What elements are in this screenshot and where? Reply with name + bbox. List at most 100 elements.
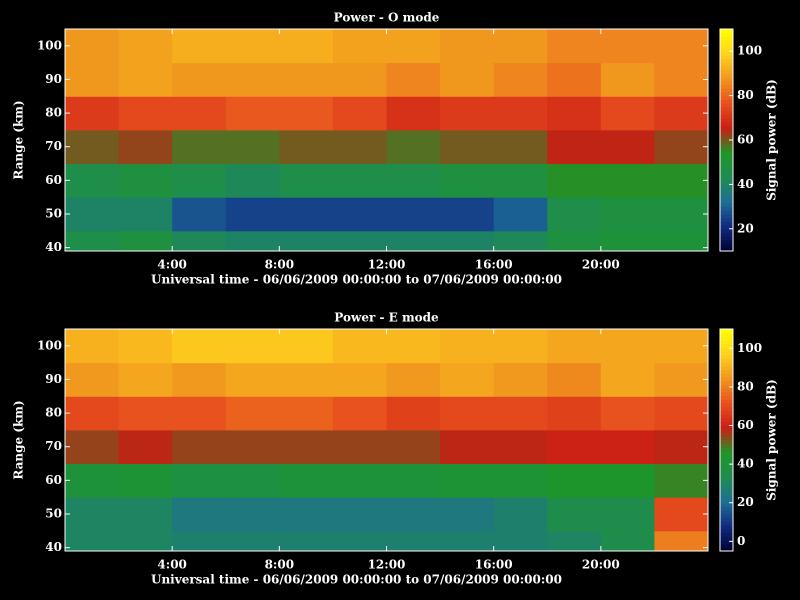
heatmap-cell [547, 329, 602, 364]
colorbar-strip [720, 528, 733, 533]
heatmap-cell [654, 163, 709, 198]
heatmap-cell [386, 29, 441, 64]
colorbar-strip [720, 214, 733, 219]
heatmap-cell [547, 163, 602, 198]
heatmap-cell [386, 463, 441, 498]
heatmap-cell [600, 197, 655, 232]
heatmap-cell [654, 197, 709, 232]
colorbar-strip [720, 54, 733, 60]
colorbar-strip [720, 417, 733, 422]
heatmap-cell [386, 429, 441, 465]
colorbar-strip [720, 128, 733, 134]
heatmap-cell [279, 396, 334, 431]
colorbar-strip [720, 191, 733, 196]
colorbar-strip [720, 136, 733, 141]
heatmap-cell [225, 329, 280, 364]
colorbar-strip [720, 358, 733, 363]
heatmap-cell [172, 497, 227, 532]
colorbar-strip [720, 210, 733, 215]
heatmap-cell [225, 497, 280, 532]
heatmap-cell [332, 463, 387, 498]
heatmap-cell [65, 129, 120, 165]
heatmap-cell [118, 530, 173, 552]
heatmap-cell [65, 29, 120, 64]
heatmap-cell [386, 362, 441, 397]
colorbar-strip [720, 403, 733, 408]
heatmap-cell [172, 29, 227, 64]
colorbar-strip [720, 447, 733, 452]
x-tick-label: 4:00 [157, 558, 186, 572]
heatmap-cell [172, 62, 227, 97]
heatmap-cell [493, 96, 548, 131]
y-tick-label: 100 [37, 38, 62, 52]
y-tick-label: 60 [45, 473, 62, 487]
heatmap-cell [386, 230, 441, 252]
colorbar-tick-label: 100 [737, 44, 762, 58]
heatmap-cell [225, 530, 280, 552]
heatmap-cell [279, 329, 334, 364]
y-axis-label: Range (km) [12, 400, 26, 479]
colorbar-strip [720, 347, 733, 352]
heatmap-cell [493, 230, 548, 252]
y-tick-label: 60 [45, 173, 62, 187]
heatmap-cell [172, 396, 227, 431]
colorbar-strip [720, 147, 733, 152]
heatmap-cell [118, 29, 173, 64]
heatmap-cell [118, 362, 173, 397]
heatmap-cell [493, 463, 548, 498]
colorbar-strip [720, 443, 733, 448]
heatmap-cell [654, 129, 709, 165]
y-tick-label: 70 [45, 439, 62, 453]
colorbar-strip [720, 66, 733, 71]
colorbar-strip [720, 454, 733, 459]
colorbar-label: Signal power (dB) [765, 79, 779, 201]
heatmap-cell [547, 497, 602, 532]
heatmap-cell [118, 129, 173, 165]
heatmap-cell [493, 396, 548, 431]
heatmap-cell [279, 362, 334, 397]
heatmap-cell [332, 29, 387, 64]
heatmap-cell [225, 197, 280, 232]
heatmap-cell [654, 29, 709, 64]
colorbar-tick-label: 40 [737, 457, 754, 471]
chart-title: Power - E mode [334, 311, 439, 325]
heatmap-cell [600, 163, 655, 198]
heatmap-cell [493, 62, 548, 97]
heatmap-cell [493, 530, 548, 552]
colorbar-strip [720, 469, 733, 474]
heatmap-cell [654, 497, 709, 532]
heatmap-cell [440, 230, 495, 252]
colorbar-strip [720, 377, 733, 382]
colorbar-tick-label: 80 [737, 379, 754, 393]
colorbar-strip [720, 154, 733, 159]
colorbar-strip [720, 373, 733, 378]
colorbar-strip [720, 536, 733, 541]
heatmap-cell [600, 29, 655, 64]
heatmap-cell [65, 197, 120, 232]
heatmap-cell [547, 396, 602, 431]
colorbar-strip [720, 451, 733, 456]
heatmap-cell [65, 497, 120, 532]
colorbar-strip [720, 32, 733, 37]
y-tick-label: 80 [45, 406, 62, 420]
colorbar-strip [720, 110, 733, 115]
colorbar-strip [720, 114, 733, 119]
heatmap-cell [493, 29, 548, 64]
colorbar-strip [720, 88, 733, 93]
heatmap-cell [332, 429, 387, 465]
heatmap-cell [118, 62, 173, 97]
heatmap-cell [65, 396, 120, 431]
heatmap-cell [279, 163, 334, 198]
colorbar-strip [720, 399, 733, 404]
y-axis-label: Range (km) [12, 100, 26, 179]
heatmap-cell [600, 62, 655, 97]
heatmap-cell [654, 329, 709, 364]
y-tick-label: 70 [45, 139, 62, 153]
heatmap-cell [440, 396, 495, 431]
heatmap-cell [440, 429, 495, 465]
colorbar-strip [720, 225, 733, 230]
heatmap-cell [386, 497, 441, 532]
heatmap-cell [225, 96, 280, 131]
heatmap-cell [654, 429, 709, 465]
heatmap-cell [654, 396, 709, 431]
